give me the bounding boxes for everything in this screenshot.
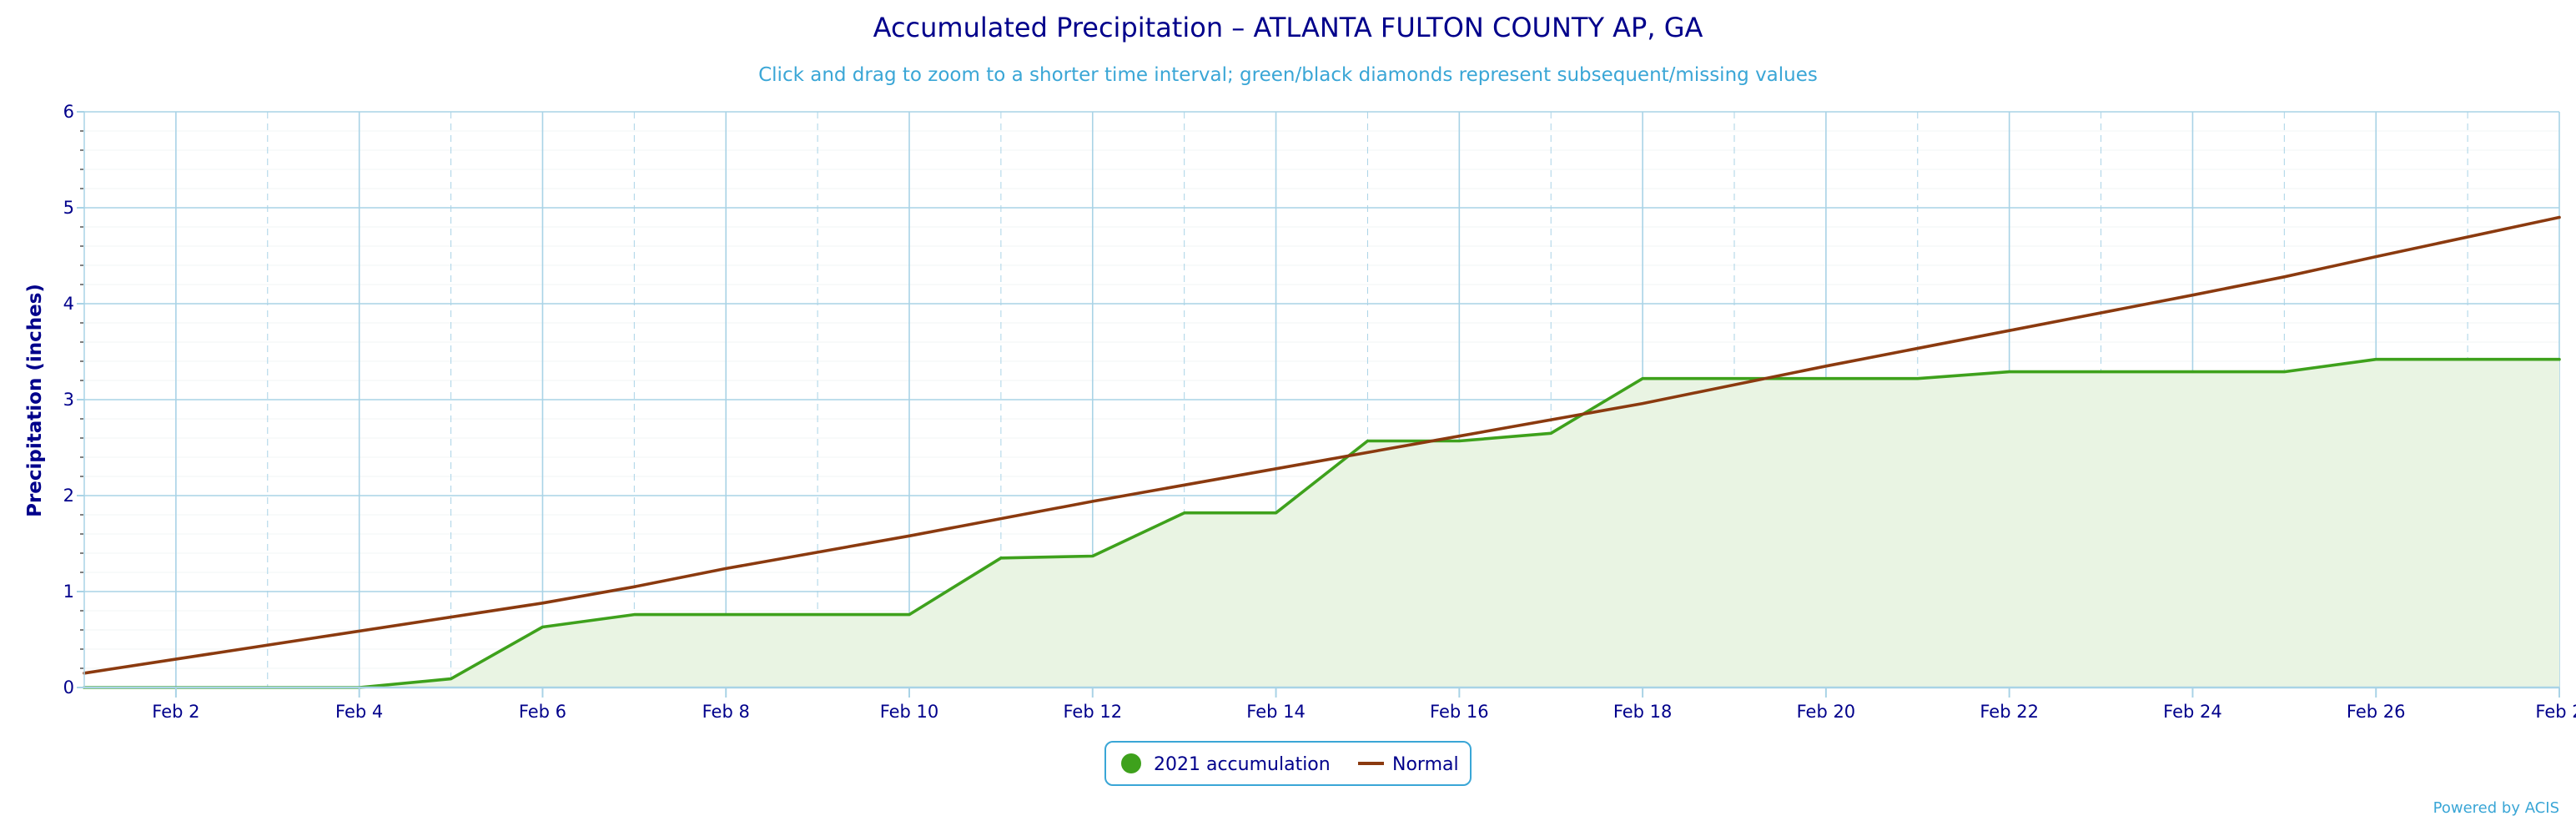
x-tick-label: Feb 2 xyxy=(152,702,199,722)
series-lines xyxy=(83,215,2561,689)
y-tick-label: 4 xyxy=(63,294,74,314)
accumulation-point[interactable] xyxy=(1091,555,1094,557)
legend-circle-icon xyxy=(1121,753,1141,773)
accumulation-area xyxy=(84,359,2559,688)
plot-area[interactable] xyxy=(84,359,2559,688)
x-tick-label: Feb 8 xyxy=(702,702,750,722)
normal-point[interactable] xyxy=(1275,467,1277,470)
accumulation-point[interactable] xyxy=(633,613,636,616)
legend-label-accumulation: 2021 accumulation xyxy=(1154,754,1331,775)
normal-point[interactable] xyxy=(2008,330,2010,332)
normal-point[interactable] xyxy=(2191,294,2194,296)
accumulation-point[interactable] xyxy=(2375,358,2377,360)
legend-item-normal[interactable]: Normal xyxy=(1358,754,1459,775)
accumulation-point[interactable] xyxy=(2558,358,2561,360)
accumulation-point[interactable] xyxy=(908,613,911,616)
y-tick-label: 0 xyxy=(63,677,74,698)
accumulation-point[interactable] xyxy=(1916,377,1919,380)
normal-point[interactable] xyxy=(1458,435,1461,437)
x-tick-label: Feb 18 xyxy=(1613,702,1673,722)
y-tick-label: 5 xyxy=(63,198,74,218)
accumulation-point[interactable] xyxy=(1733,377,1736,380)
series-line-accumulation xyxy=(83,357,2561,689)
chart-subtitle: Click and drag to zoom to a shorter time… xyxy=(758,64,1818,86)
normal-point[interactable] xyxy=(1824,365,1828,367)
normal-point[interactable] xyxy=(2558,216,2561,219)
x-tick-label: Feb 20 xyxy=(1797,702,1856,722)
accumulation-point[interactable] xyxy=(2466,358,2469,360)
normal-point[interactable] xyxy=(725,567,727,570)
y-axis-title: Precipitation (inches) xyxy=(24,284,46,517)
y-tick-label: 2 xyxy=(63,486,74,506)
x-tick-label: Feb 26 xyxy=(2347,702,2406,722)
x-tick-label: Feb 2 xyxy=(2535,702,2576,722)
accumulation-point[interactable] xyxy=(1824,377,1828,380)
x-tick-label: Feb 10 xyxy=(880,702,939,722)
x-tick-label: Feb 22 xyxy=(1980,702,2039,722)
x-tick-label: Feb 6 xyxy=(519,702,566,722)
x-tick-label: Feb 14 xyxy=(1246,702,1306,722)
accumulation-point[interactable] xyxy=(1458,440,1461,442)
accumulation-point[interactable] xyxy=(725,613,727,616)
legend[interactable]: 2021 accumulation Normal xyxy=(1104,741,1472,786)
legend-box xyxy=(1104,741,1472,786)
x-axis: Feb 2 Feb 4 Feb 6 Feb 8 Feb 10 Feb 12 Feb 14 Fe… xyxy=(84,686,2576,722)
accumulation-point[interactable] xyxy=(1183,511,1185,514)
normal-point[interactable] xyxy=(541,602,544,604)
accumulation-point[interactable] xyxy=(2100,370,2102,373)
x-tick-label: Feb 24 xyxy=(2163,702,2222,722)
normal-point[interactable] xyxy=(1641,402,1644,405)
x-tick-label: Feb 4 xyxy=(335,702,383,722)
accumulation-point[interactable] xyxy=(2008,370,2010,373)
accumulation-point[interactable] xyxy=(2283,370,2286,373)
accumulation-point[interactable] xyxy=(816,613,819,616)
chart-title: Accumulated Precipitation – ATLANTA FULT… xyxy=(873,12,1703,43)
normal-point[interactable] xyxy=(2375,255,2377,258)
accumulation-point[interactable] xyxy=(450,677,452,680)
legend-label-normal: Normal xyxy=(1392,754,1459,775)
y-tick-label: 1 xyxy=(63,582,74,602)
normal-point[interactable] xyxy=(908,535,911,537)
x-tick-label: Feb 16 xyxy=(1430,702,1489,722)
x-tick-label: Feb 12 xyxy=(1063,702,1122,722)
legend-item-accumulation[interactable]: 2021 accumulation xyxy=(1121,753,1331,775)
normal-point[interactable] xyxy=(633,586,636,588)
accumulation-point[interactable] xyxy=(2191,370,2194,373)
accumulation-point[interactable] xyxy=(541,626,544,628)
normal-point[interactable] xyxy=(1091,500,1094,503)
normal-point[interactable] xyxy=(2283,275,2286,278)
accumulation-point[interactable] xyxy=(1550,432,1552,435)
accumulation-point[interactable] xyxy=(1275,511,1277,514)
accumulation-point[interactable] xyxy=(1366,440,1369,442)
powered-by-credit[interactable]: Powered by ACIS xyxy=(2433,799,2559,817)
accumulation-point[interactable] xyxy=(1641,377,1644,380)
y-tick-label: 3 xyxy=(63,390,74,410)
y-tick-label: 6 xyxy=(63,102,74,122)
accumulation-point[interactable] xyxy=(999,557,1003,559)
y-axis: 0 1 2 3 4 5 6 xyxy=(63,102,85,698)
